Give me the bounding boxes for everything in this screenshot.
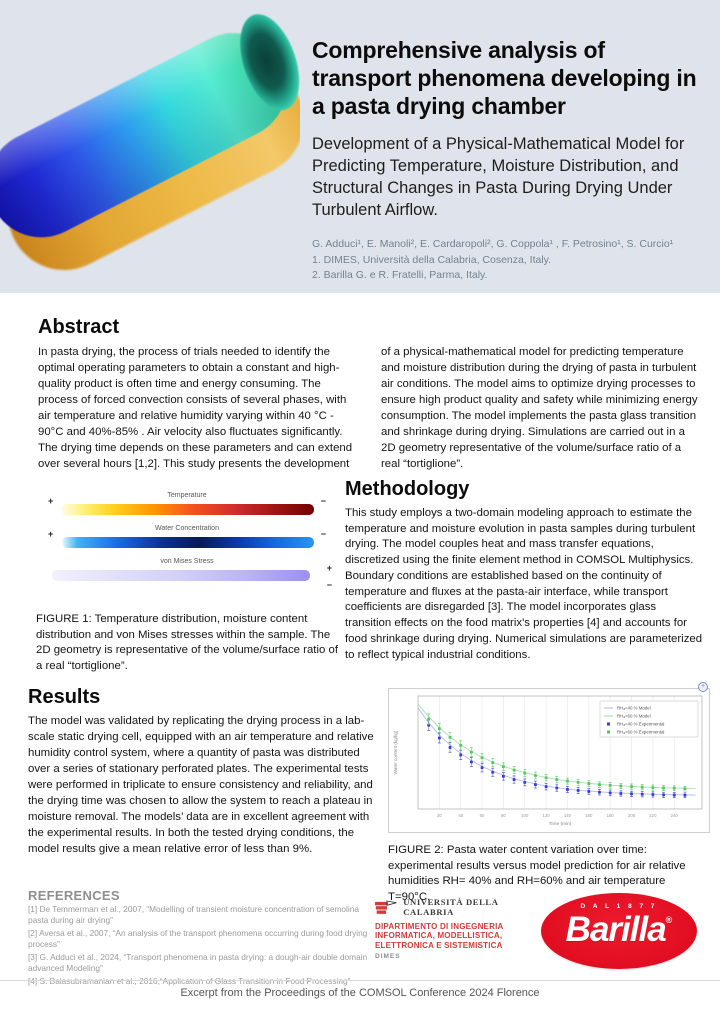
unical-abbrev: DIMES: [375, 953, 401, 961]
pasta-3d-image: [0, 0, 300, 293]
references-title: REFERENCES: [28, 888, 120, 903]
von-mises-colorbar: [52, 570, 310, 581]
expand-icon: +: [698, 682, 708, 692]
figure2-chart-panel: + 20 40 60 80 100 120 140 160 180 200 220 240 Water …: [388, 682, 710, 833]
colorbar-row-temperature: Temperature + −: [36, 492, 338, 525]
plus-sign: +: [48, 496, 54, 506]
abstract-title: Abstract: [38, 316, 120, 338]
results-section: Results The model was validated by repli…: [28, 686, 376, 858]
colorbar-row-water: Water Concentration + −: [36, 525, 338, 558]
colorbar-label-temperature: Temperature: [167, 492, 207, 499]
unical-crest-icon: [375, 900, 397, 914]
authors-line: G. Adduci¹, E. Manoli², E. Cardaropoli²,…: [312, 237, 674, 250]
svg-text:RHₐ=40 % Model: RHₐ=40 % Model: [617, 706, 651, 711]
water-concentration-colorbar: [62, 537, 314, 548]
methodology-text: This study employs a two-domain modeling…: [345, 507, 703, 661]
water-content-chart: 20 40 60 80 100 120 140 160 180 200 220 240 Water co…: [388, 688, 710, 833]
unical-logo-row: UNIVERSITÀ DELLA CALABRIA: [375, 897, 530, 917]
svg-text:200: 200: [628, 813, 636, 818]
plus-sign: +: [48, 529, 54, 539]
header-text-block: Comprehensive analysis of transport phen…: [312, 36, 710, 284]
barilla-logo: D A L 1 8 7 7 Barilla®: [541, 893, 697, 969]
barilla-text: Barilla: [565, 910, 667, 949]
figure1-caption: FIGURE 1: Temperature distribution, mois…: [36, 613, 338, 673]
svg-text:40: 40: [458, 813, 463, 818]
reference-item: [2] Aversa et al., 2007, “An analysis of…: [28, 927, 368, 950]
svg-text:Time (min): Time (min): [549, 821, 572, 827]
svg-text:60: 60: [480, 813, 485, 818]
barilla-dal-1877: D A L 1 8 7 7: [580, 903, 658, 910]
header-banner: Comprehensive analysis of transport phen…: [0, 0, 720, 293]
svg-text:RHₐ=60 % Experimental: RHₐ=60 % Experimental: [617, 730, 664, 735]
results-title: Results: [28, 686, 101, 708]
registered-mark: ®: [665, 915, 673, 925]
barilla-wordmark: Barilla®: [541, 910, 697, 950]
abstract-column-1: In pasta drying, the process of trials n…: [38, 346, 353, 470]
methodology-section: Methodology This study employs a two-dom…: [345, 478, 703, 663]
unical-logo-block: UNIVERSITÀ DELLA CALABRIA DIPARTIMENTO D…: [375, 897, 530, 960]
plus-sign: +: [326, 563, 332, 573]
svg-text:80: 80: [501, 813, 506, 818]
abstract-section: Abstract In pasta drying, the process of…: [38, 316, 698, 473]
figure2-caption: FIGURE 2: Pasta water content variation …: [388, 844, 686, 904]
results-text: The model was validated by replicating t…: [28, 715, 374, 855]
svg-text:180: 180: [607, 813, 615, 818]
figure2-block: + 20 40 60 80 100 120 140 160 180 200 220 240 Water …: [388, 682, 710, 906]
svg-text:100: 100: [521, 813, 529, 818]
svg-text:240: 240: [671, 813, 679, 818]
reference-item: [1] De Temmerman et al., 2007, “Modellin…: [28, 904, 359, 926]
unical-name: UNIVERSITÀ DELLA CALABRIA: [403, 897, 499, 917]
footer-text: Excerpt from the Proceedings of the COMS…: [180, 987, 540, 999]
abstract-columns: In pasta drying, the process of trials n…: [38, 345, 698, 473]
colorbar-label-water: Water Concentration: [155, 525, 219, 532]
minus-sign: −: [320, 496, 326, 506]
pasta-tube-graphic: [0, 6, 300, 293]
abstract-column-2: of a physical-mathematical model for pre…: [381, 346, 698, 470]
colorbar-label-vonmises: von Mises Stress: [160, 558, 214, 565]
figure1-block: Temperature + − Water Concentration + − …: [36, 492, 338, 675]
poster-subtitle: Development of a Physical-Mathematical M…: [312, 135, 685, 219]
references-section: REFERENCES [1] De Temmerman et al., 2007…: [28, 888, 376, 987]
methodology-title: Methodology: [345, 478, 470, 500]
minus-sign: −: [320, 529, 326, 539]
colorbar-row-vonmises: von Mises Stress + −: [36, 558, 338, 598]
svg-text:RHₐ=40 % Experimental: RHₐ=40 % Experimental: [617, 722, 664, 727]
temperature-colorbar: [62, 504, 314, 515]
footer: Excerpt from the Proceedings of the COMS…: [0, 980, 720, 999]
unical-department: DIPARTIMENTO DI INGEGNERIA INFORMATICA, …: [375, 922, 504, 950]
svg-text:220: 220: [649, 813, 657, 818]
affiliation-1: 1. DIMES, Università della Calabria, Cos…: [312, 253, 552, 266]
minus-sign: −: [326, 580, 332, 590]
svg-text:120: 120: [543, 813, 551, 818]
affiliation-2: 2. Barilla G. e R. Fratelli, Parma, Ital…: [312, 269, 488, 282]
svg-text:140: 140: [564, 813, 572, 818]
svg-text:20: 20: [437, 813, 442, 818]
svg-text:Water content (kg/kg): Water content (kg/kg): [393, 730, 398, 774]
svg-text:RHₐ=60 % Model: RHₐ=60 % Model: [617, 714, 651, 719]
svg-text:160: 160: [585, 813, 593, 818]
reference-item: [3] G. Adduci et al., 2024, “Transport p…: [28, 951, 368, 974]
poster-title: Comprehensive analysis of transport phen…: [312, 37, 697, 120]
